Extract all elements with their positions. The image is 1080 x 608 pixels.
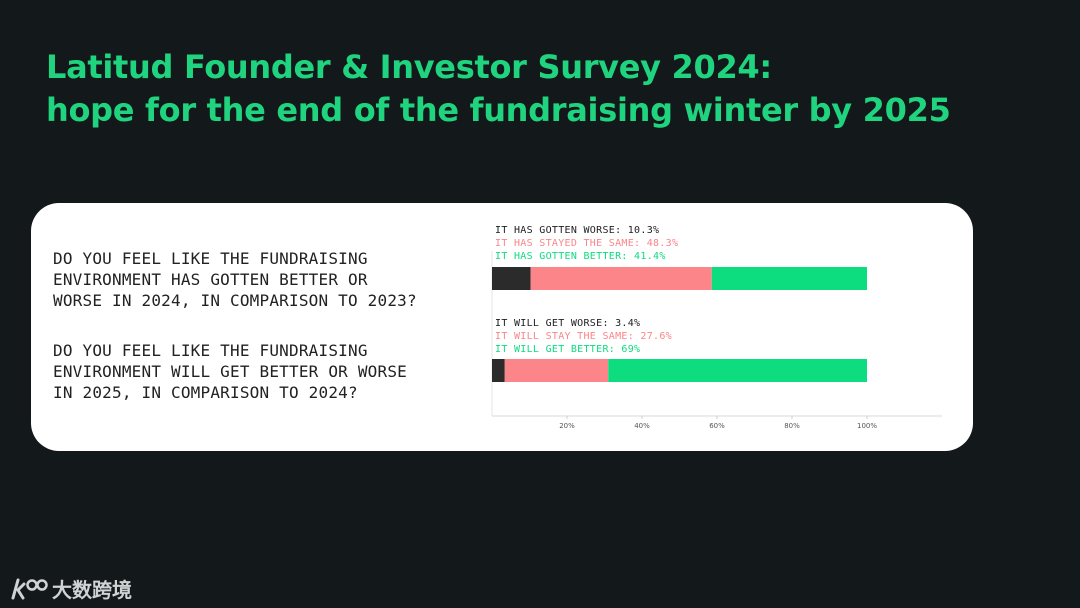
x-tick-label: 60%: [709, 422, 725, 430]
x-tick-label: 40%: [634, 422, 650, 430]
survey-card: DO YOU FEEL LIKE THE FUNDRAISING ENVIRON…: [31, 203, 973, 451]
x-tick-label: 20%: [559, 422, 575, 430]
question-2025-line-1: DO YOU FEEL LIKE THE FUNDRAISING: [53, 341, 368, 360]
question-2025-line-3: IN 2025, IN COMPARISON TO 2024?: [53, 383, 358, 402]
question-2025: DO YOU FEEL LIKE THE FUNDRAISING ENVIRON…: [53, 340, 407, 403]
page-title: Latitud Founder & Investor Survey 2024: …: [46, 46, 951, 132]
legend-better: IT WILL GET BETTER: 69%: [495, 344, 640, 355]
legend-worse: IT HAS GOTTEN WORSE: 10.3%: [495, 225, 659, 236]
watermark-text: 大数跨境: [52, 578, 132, 602]
title-line-1: Latitud Founder & Investor Survey 2024:: [46, 48, 772, 86]
legend-worse: IT WILL GET WORSE: 3.4%: [495, 318, 640, 329]
watermark: 大数跨境: [10, 574, 132, 603]
question-2024-line-2: ENVIRONMENT HAS GOTTEN BETTER OR: [53, 270, 368, 289]
bar-segment-better: [608, 359, 867, 382]
bar-segment-worse: [492, 359, 505, 382]
question-2024-line-3: WORSE IN 2024, IN COMPARISON TO 2023?: [53, 291, 417, 310]
x-tick-label: 80%: [784, 422, 800, 430]
legend-same: IT HAS STAYED THE SAME: 48.3%: [495, 238, 678, 249]
bar-segment-worse: [492, 267, 531, 290]
x-tick-label: 100%: [857, 422, 877, 430]
question-2024-line-1: DO YOU FEEL LIKE THE FUNDRAISING: [53, 249, 368, 268]
kuajing-logo-icon: [11, 578, 48, 599]
bar-segment-better: [711, 267, 867, 290]
question-2025-line-2: ENVIRONMENT WILL GET BETTER OR WORSE: [53, 362, 407, 381]
title-line-2: hope for the end of the fundraising wint…: [46, 91, 951, 129]
stacked-bar-chart: 20% 40% 60% 80% 100% IT HAS GOTTEN WORSE: 10.…: [491, 225, 942, 430]
bar-segment-same: [504, 359, 609, 382]
legend-better: IT HAS GOTTEN BETTER: 41.4%: [495, 251, 666, 262]
bar-segment-same: [530, 267, 712, 290]
legend-same: IT WILL STAY THE SAME: 27.6%: [495, 331, 672, 342]
question-2024: DO YOU FEEL LIKE THE FUNDRAISING ENVIRON…: [53, 248, 417, 311]
